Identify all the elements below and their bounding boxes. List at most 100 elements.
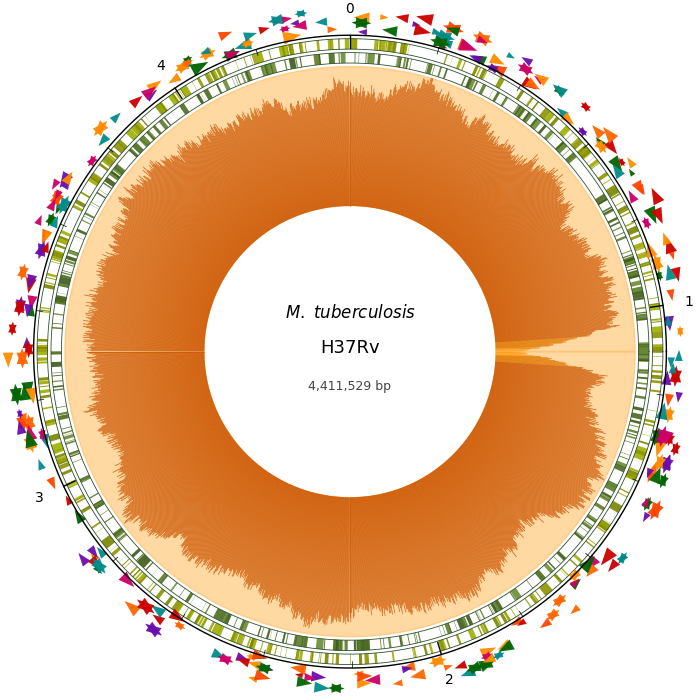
Polygon shape bbox=[354, 671, 363, 678]
Polygon shape bbox=[323, 639, 326, 650]
Polygon shape bbox=[440, 41, 453, 49]
Polygon shape bbox=[340, 52, 346, 63]
Polygon shape bbox=[156, 589, 162, 597]
Polygon shape bbox=[61, 426, 71, 430]
Polygon shape bbox=[410, 669, 426, 680]
Polygon shape bbox=[560, 569, 567, 577]
Polygon shape bbox=[635, 395, 645, 399]
Polygon shape bbox=[655, 430, 664, 444]
Polygon shape bbox=[279, 25, 288, 32]
Polygon shape bbox=[612, 226, 622, 232]
Polygon shape bbox=[78, 553, 90, 566]
Polygon shape bbox=[435, 33, 452, 44]
Polygon shape bbox=[618, 158, 624, 167]
Polygon shape bbox=[671, 442, 678, 454]
Polygon shape bbox=[312, 652, 314, 662]
Polygon shape bbox=[109, 545, 118, 552]
Polygon shape bbox=[217, 656, 232, 665]
Polygon shape bbox=[449, 56, 453, 66]
Polygon shape bbox=[62, 270, 72, 274]
Polygon shape bbox=[625, 473, 637, 481]
Polygon shape bbox=[656, 402, 667, 420]
Polygon shape bbox=[52, 251, 64, 257]
Polygon shape bbox=[9, 325, 17, 336]
Polygon shape bbox=[65, 66, 635, 637]
Polygon shape bbox=[137, 554, 151, 568]
Polygon shape bbox=[591, 162, 599, 169]
Polygon shape bbox=[602, 178, 611, 185]
Polygon shape bbox=[66, 496, 74, 506]
Polygon shape bbox=[328, 39, 329, 50]
Polygon shape bbox=[598, 519, 610, 531]
Polygon shape bbox=[563, 130, 570, 137]
Polygon shape bbox=[56, 195, 69, 213]
Polygon shape bbox=[46, 213, 54, 225]
Polygon shape bbox=[113, 527, 123, 537]
Polygon shape bbox=[237, 659, 251, 667]
Polygon shape bbox=[498, 640, 514, 652]
Polygon shape bbox=[74, 494, 85, 502]
Polygon shape bbox=[531, 593, 539, 602]
Polygon shape bbox=[637, 382, 648, 385]
Polygon shape bbox=[314, 682, 330, 692]
Polygon shape bbox=[179, 103, 190, 115]
Polygon shape bbox=[638, 354, 649, 356]
Polygon shape bbox=[636, 312, 647, 314]
Polygon shape bbox=[183, 608, 189, 617]
Polygon shape bbox=[202, 618, 207, 627]
Polygon shape bbox=[50, 190, 61, 206]
Polygon shape bbox=[144, 116, 151, 123]
Polygon shape bbox=[106, 177, 116, 184]
Polygon shape bbox=[260, 627, 265, 637]
Polygon shape bbox=[80, 505, 91, 514]
Polygon shape bbox=[652, 377, 662, 378]
Polygon shape bbox=[576, 531, 584, 538]
Polygon shape bbox=[652, 365, 663, 366]
Polygon shape bbox=[209, 622, 214, 631]
Polygon shape bbox=[55, 300, 66, 305]
Polygon shape bbox=[178, 588, 186, 597]
Polygon shape bbox=[651, 318, 661, 321]
Polygon shape bbox=[406, 58, 409, 69]
Polygon shape bbox=[137, 599, 155, 615]
Polygon shape bbox=[242, 73, 246, 83]
Polygon shape bbox=[94, 120, 108, 136]
Polygon shape bbox=[581, 102, 590, 111]
Polygon shape bbox=[643, 423, 654, 427]
Polygon shape bbox=[172, 93, 179, 103]
Polygon shape bbox=[115, 530, 124, 538]
Polygon shape bbox=[365, 674, 380, 685]
Polygon shape bbox=[496, 599, 503, 609]
Polygon shape bbox=[361, 640, 365, 650]
Polygon shape bbox=[223, 79, 230, 91]
Polygon shape bbox=[491, 65, 508, 77]
Polygon shape bbox=[454, 660, 468, 668]
Polygon shape bbox=[172, 93, 179, 103]
Polygon shape bbox=[90, 204, 99, 209]
Polygon shape bbox=[482, 622, 489, 633]
Polygon shape bbox=[587, 517, 596, 522]
Polygon shape bbox=[59, 283, 69, 287]
Polygon shape bbox=[301, 636, 304, 647]
Polygon shape bbox=[180, 60, 191, 69]
Polygon shape bbox=[649, 467, 661, 484]
Polygon shape bbox=[594, 502, 605, 511]
Polygon shape bbox=[518, 64, 533, 76]
Polygon shape bbox=[101, 535, 115, 549]
Polygon shape bbox=[489, 53, 505, 65]
Polygon shape bbox=[15, 296, 24, 311]
Polygon shape bbox=[553, 595, 566, 608]
Polygon shape bbox=[367, 53, 374, 64]
Polygon shape bbox=[37, 359, 48, 360]
Polygon shape bbox=[331, 39, 334, 50]
Polygon shape bbox=[456, 617, 466, 629]
Polygon shape bbox=[293, 635, 298, 645]
Polygon shape bbox=[666, 289, 674, 301]
Polygon shape bbox=[582, 521, 592, 529]
Polygon shape bbox=[530, 118, 541, 130]
Polygon shape bbox=[14, 298, 24, 313]
Polygon shape bbox=[637, 252, 648, 260]
Polygon shape bbox=[582, 151, 591, 158]
Polygon shape bbox=[573, 554, 582, 563]
Polygon shape bbox=[443, 69, 448, 79]
